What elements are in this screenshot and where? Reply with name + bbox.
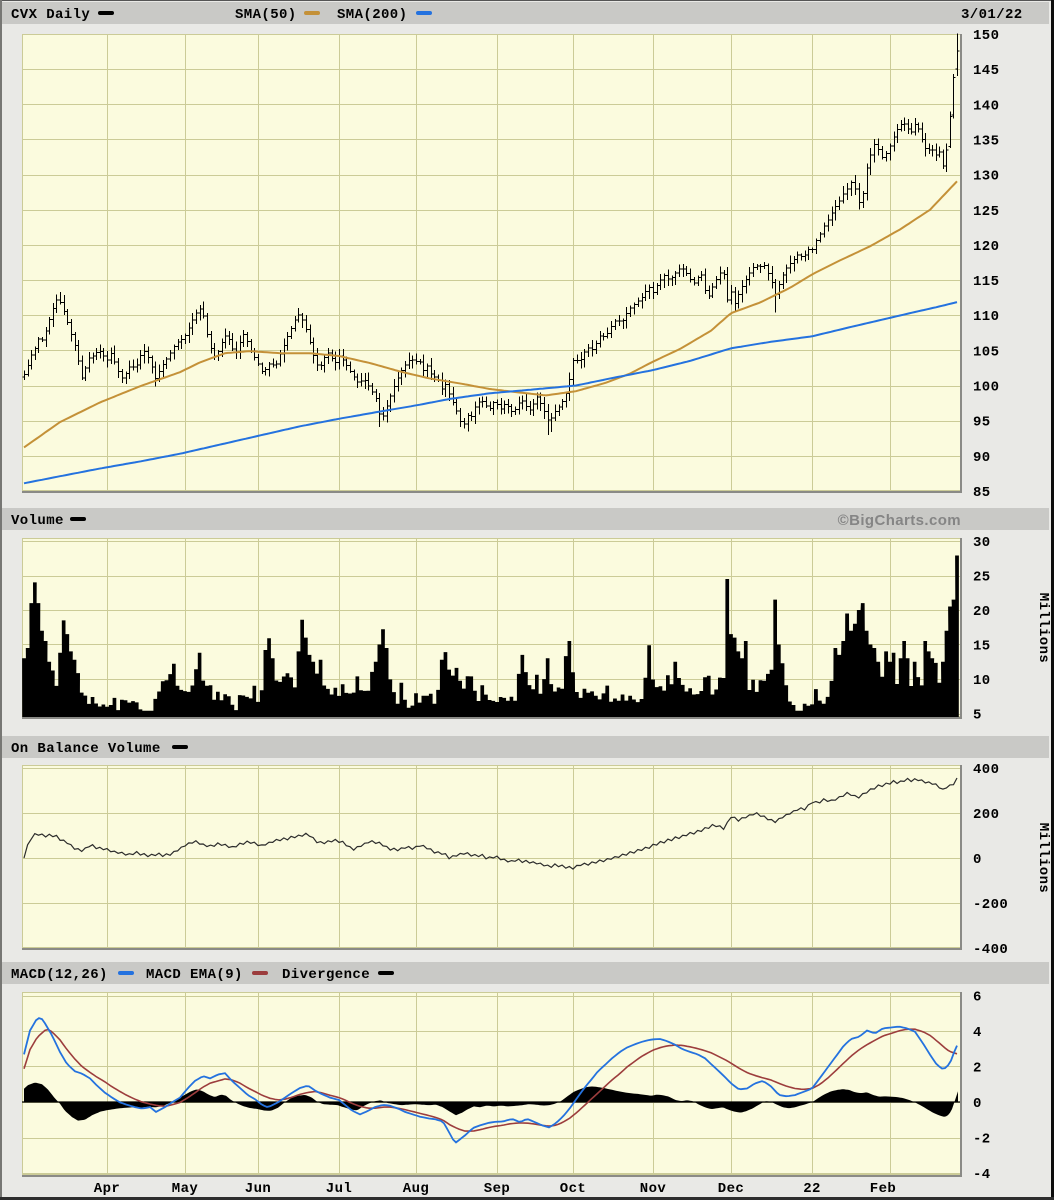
svg-text:Millions: Millions: [1035, 593, 1051, 663]
svg-text:135: 135: [973, 133, 999, 149]
svg-text:130: 130: [973, 169, 999, 185]
svg-text:3/01/22: 3/01/22: [961, 7, 1023, 23]
svg-text:6: 6: [973, 990, 982, 1006]
svg-text:105: 105: [973, 344, 999, 360]
svg-text:Oct: Oct: [560, 1181, 586, 1197]
svg-text:Apr: Apr: [94, 1181, 120, 1197]
svg-text:4: 4: [973, 1025, 982, 1041]
svg-text:Feb: Feb: [870, 1181, 896, 1197]
svg-text:145: 145: [973, 63, 999, 79]
svg-text:Volume: Volume: [11, 513, 64, 529]
svg-text:0: 0: [973, 1096, 982, 1112]
svg-text:SMA(50): SMA(50): [235, 7, 297, 23]
svg-text:20: 20: [973, 604, 991, 620]
svg-text:10: 10: [973, 673, 991, 689]
svg-text:Aug: Aug: [403, 1181, 429, 1197]
svg-text:115: 115: [973, 274, 999, 290]
svg-text:15: 15: [973, 639, 991, 655]
svg-text:Jun: Jun: [245, 1181, 271, 1197]
svg-text:125: 125: [973, 204, 999, 220]
svg-text:On Balance Volume: On Balance Volume: [11, 741, 161, 757]
svg-text:Millions: Millions: [1035, 823, 1051, 893]
svg-text:120: 120: [973, 239, 999, 255]
svg-text:5: 5: [973, 708, 982, 724]
svg-text:Nov: Nov: [640, 1181, 667, 1197]
svg-text:2: 2: [973, 1061, 982, 1077]
svg-text:MACD EMA(9): MACD EMA(9): [146, 967, 243, 983]
svg-text:400: 400: [973, 762, 999, 778]
svg-text:Sep: Sep: [484, 1181, 510, 1197]
svg-text:-2: -2: [973, 1132, 991, 1148]
svg-text:CVX Daily: CVX Daily: [11, 7, 90, 23]
svg-text:0: 0: [973, 852, 982, 868]
svg-text:110: 110: [973, 309, 999, 325]
svg-text:Divergence: Divergence: [282, 967, 370, 983]
svg-text:MACD(12,26): MACD(12,26): [11, 967, 108, 983]
svg-text:-4: -4: [973, 1167, 991, 1183]
svg-text:Dec: Dec: [718, 1181, 744, 1197]
svg-text:22: 22: [803, 1181, 821, 1197]
svg-text:SMA(200): SMA(200): [337, 7, 407, 23]
svg-text:85: 85: [973, 485, 991, 501]
svg-text:©BigCharts.com: ©BigCharts.com: [838, 512, 961, 529]
svg-text:90: 90: [973, 450, 991, 466]
svg-text:100: 100: [973, 380, 999, 396]
svg-text:140: 140: [973, 98, 999, 114]
svg-text:-200: -200: [973, 897, 1008, 913]
svg-text:May: May: [172, 1181, 199, 1197]
svg-text:-400: -400: [973, 942, 1008, 958]
svg-text:95: 95: [973, 415, 991, 431]
svg-text:200: 200: [973, 807, 999, 823]
svg-text:150: 150: [973, 28, 999, 44]
svg-text:25: 25: [973, 570, 991, 586]
svg-text:Jul: Jul: [326, 1181, 352, 1197]
svg-text:30: 30: [973, 535, 991, 551]
